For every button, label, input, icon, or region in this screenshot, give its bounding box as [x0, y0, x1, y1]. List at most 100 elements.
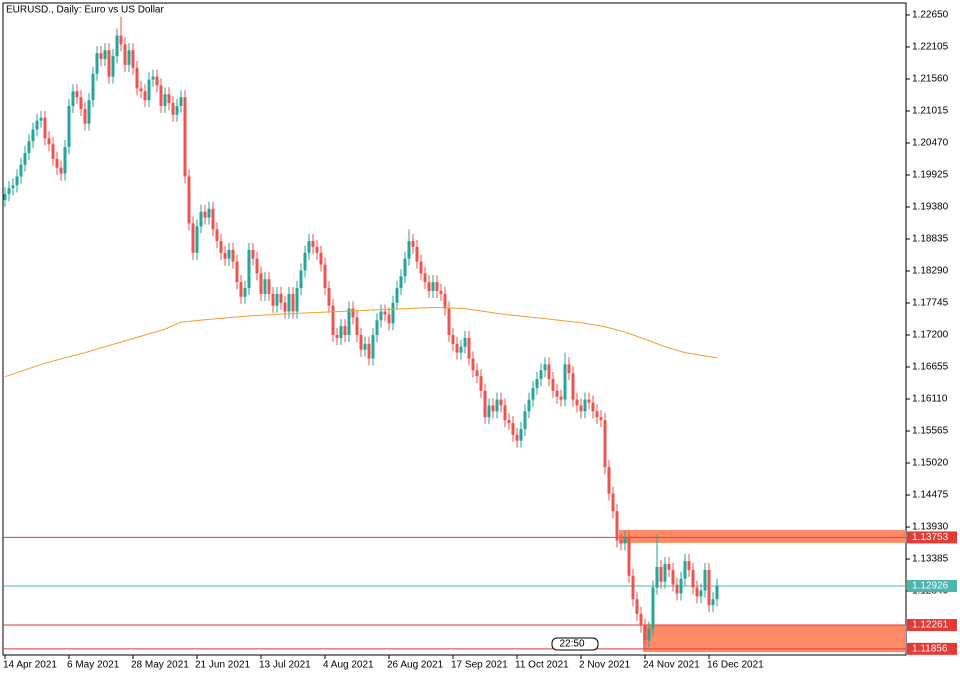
candle-body: [19, 164, 23, 177]
candle-body: [711, 599, 715, 606]
candle-body: [627, 537, 631, 576]
candle-body: [63, 147, 67, 174]
candle-body: [47, 138, 51, 145]
candle-body: [323, 264, 327, 289]
candle-body: [635, 599, 639, 614]
candle-body: [555, 390, 559, 397]
candle-body: [191, 223, 195, 253]
candle-body: [499, 399, 503, 406]
candle-body: [403, 258, 407, 277]
candle-body: [59, 167, 63, 174]
y-tick-label: 1.22105: [912, 42, 949, 53]
x-tick-label: 14 Apr 2021: [3, 660, 57, 671]
timer: 22:50: [559, 639, 584, 650]
candle-body: [71, 91, 75, 106]
level-label: 1.11856: [912, 643, 948, 654]
candle-body: [39, 117, 43, 121]
x-tick-label: 24 Nov 2021: [643, 660, 700, 671]
candle-body: [167, 94, 171, 104]
y-tick-label: 1.15020: [912, 458, 949, 469]
y-tick-label: 1.20470: [912, 138, 949, 149]
candle-body: [91, 73, 95, 101]
y-tick-label: 1.19380: [912, 202, 949, 213]
candle-body: [275, 293, 279, 306]
candle-body: [163, 94, 167, 106]
y-tick-label: 1.18835: [912, 234, 949, 245]
candle-body: [695, 587, 699, 597]
level-label-box: [907, 642, 957, 655]
candle-body: [363, 343, 367, 350]
candle-body: [371, 335, 375, 359]
candle-body: [631, 575, 635, 600]
candle-body: [487, 405, 491, 418]
candle-body: [147, 79, 151, 101]
candle-body: [187, 176, 191, 224]
candle-body: [715, 585, 719, 600]
candle-body: [75, 91, 79, 98]
candle-body: [483, 390, 487, 418]
candle-body: [459, 346, 463, 353]
candle-body: [691, 569, 695, 588]
candle-body: [559, 396, 563, 400]
candle-body: [623, 537, 627, 544]
candle-body: [131, 50, 135, 68]
candle-body: [531, 387, 535, 400]
candle-body: [51, 144, 55, 159]
candle-body: [391, 302, 395, 324]
candle-body: [79, 97, 83, 109]
candle-body: [239, 282, 243, 297]
candle-body: [351, 308, 355, 318]
candle-body: [207, 208, 211, 218]
candle-body: [295, 288, 299, 312]
candle-body: [247, 249, 251, 289]
x-tick-label: 4 Aug 2021: [323, 660, 374, 671]
y-tick-label: 1.16655: [912, 362, 949, 373]
candle-body: [659, 566, 663, 582]
candle-body: [367, 343, 371, 359]
candle-body: [419, 261, 423, 274]
candle-body: [87, 100, 91, 124]
candle-body: [199, 211, 203, 227]
candle-body: [211, 208, 215, 230]
candle-body: [523, 411, 527, 429]
candle-body: [343, 326, 347, 336]
candle-body: [135, 67, 139, 89]
x-tick-label: 2 Nov 2021: [579, 660, 631, 671]
candle-body: [331, 305, 335, 336]
candle-body: [383, 311, 387, 315]
candle-body: [395, 288, 399, 303]
candle-body: [299, 270, 303, 289]
chart-title: EURUSD., Daily: Euro vs US Dollar: [6, 5, 164, 16]
candle-body: [583, 399, 587, 412]
candle-body: [587, 399, 591, 403]
candle-body: [3, 194, 7, 200]
plot-frame: [2, 2, 907, 656]
y-tick-label: 1.19925: [912, 170, 949, 181]
y-tick-label: 1.16110: [912, 394, 948, 405]
candle-body: [127, 50, 131, 65]
candle-body: [7, 188, 11, 195]
candle-body: [243, 288, 247, 297]
x-tick-label: 13 Jul 2021: [259, 660, 311, 671]
candle-body: [527, 399, 531, 412]
candle-body: [35, 120, 39, 130]
level-label-box: [907, 619, 957, 632]
candle-body: [427, 282, 431, 291]
candle-body: [551, 379, 555, 391]
candle-body: [379, 311, 383, 321]
candle-body: [283, 302, 287, 312]
candle-body: [455, 343, 459, 353]
candle-body: [407, 241, 411, 259]
candle-body: [607, 467, 611, 494]
candle-body: [663, 564, 667, 582]
candle-body: [319, 252, 323, 265]
candle-body: [611, 493, 615, 512]
candle-body: [335, 335, 339, 338]
candle-body: [579, 405, 583, 412]
candle-body: [591, 402, 595, 412]
y-tick-label: 1.21015: [912, 106, 949, 117]
candle-body: [123, 44, 127, 65]
candle-body: [687, 561, 691, 570]
candle-body: [435, 282, 439, 291]
